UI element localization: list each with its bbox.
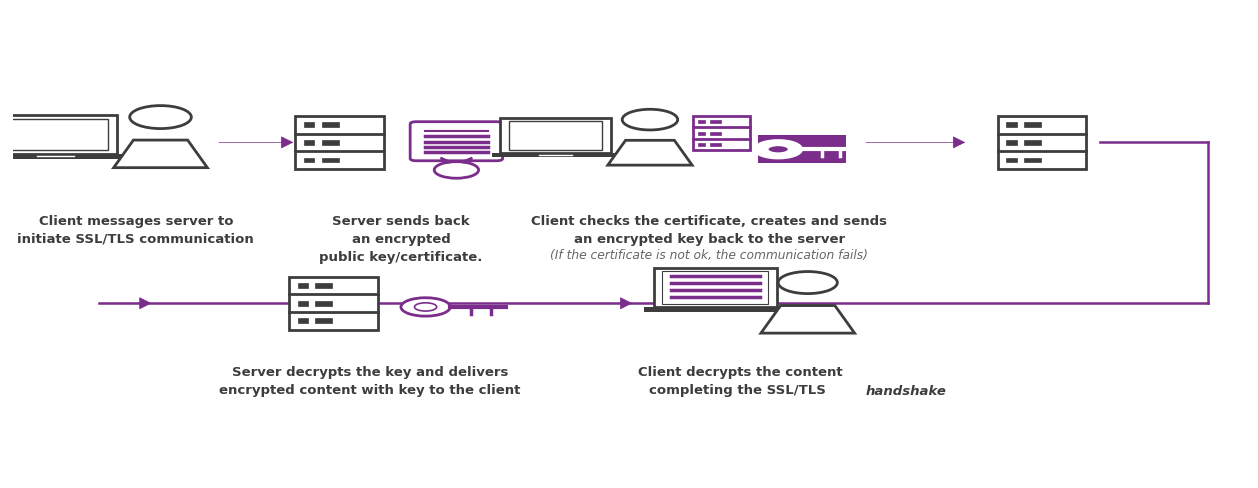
FancyBboxPatch shape — [316, 284, 332, 288]
FancyBboxPatch shape — [1024, 141, 1042, 145]
Circle shape — [755, 141, 801, 159]
Circle shape — [414, 303, 437, 311]
Circle shape — [767, 146, 789, 154]
Text: handshake: handshake — [866, 384, 946, 397]
FancyBboxPatch shape — [294, 117, 384, 169]
FancyBboxPatch shape — [322, 158, 338, 163]
FancyBboxPatch shape — [303, 123, 314, 128]
Text: (If the certificate is not ok, the communication fails): (If the certificate is not ok, the commu… — [550, 248, 868, 262]
Circle shape — [401, 298, 450, 317]
FancyBboxPatch shape — [698, 121, 706, 124]
FancyBboxPatch shape — [1024, 158, 1042, 163]
FancyBboxPatch shape — [322, 141, 338, 145]
FancyBboxPatch shape — [644, 307, 786, 312]
Polygon shape — [761, 306, 854, 333]
Text: Client checks the certificate, creates and sends
an encrypted key back to the se: Client checks the certificate, creates a… — [531, 214, 887, 245]
Circle shape — [434, 163, 478, 179]
FancyBboxPatch shape — [654, 268, 777, 307]
FancyBboxPatch shape — [1006, 158, 1018, 163]
FancyBboxPatch shape — [303, 158, 314, 163]
FancyBboxPatch shape — [492, 154, 619, 158]
Text: Server sends back
an encrypted
public key/certificate.: Server sends back an encrypted public ke… — [320, 214, 483, 263]
Text: Server decrypts the key and delivers
encrypted content with key to the client: Server decrypts the key and delivers enc… — [219, 366, 521, 396]
FancyBboxPatch shape — [298, 319, 308, 324]
Text: Client decrypts the content
completing the SSL/TLS: Client decrypts the content completing t… — [638, 366, 843, 396]
FancyBboxPatch shape — [0, 116, 117, 155]
FancyBboxPatch shape — [710, 121, 721, 124]
Circle shape — [623, 110, 678, 131]
FancyBboxPatch shape — [662, 272, 769, 305]
FancyBboxPatch shape — [1024, 123, 1042, 128]
FancyBboxPatch shape — [0, 155, 127, 160]
FancyBboxPatch shape — [298, 284, 308, 288]
FancyBboxPatch shape — [757, 136, 845, 164]
FancyBboxPatch shape — [303, 141, 314, 145]
FancyBboxPatch shape — [289, 277, 377, 330]
Circle shape — [130, 106, 191, 129]
Polygon shape — [113, 141, 208, 168]
FancyBboxPatch shape — [410, 122, 503, 162]
FancyBboxPatch shape — [298, 301, 308, 306]
FancyBboxPatch shape — [710, 144, 721, 147]
FancyBboxPatch shape — [698, 132, 706, 136]
Text: Client messages server to
initiate SSL/TLS communication: Client messages server to initiate SSL/T… — [18, 214, 254, 245]
FancyBboxPatch shape — [693, 117, 750, 151]
FancyBboxPatch shape — [509, 122, 603, 150]
FancyBboxPatch shape — [322, 123, 338, 128]
FancyBboxPatch shape — [4, 120, 107, 151]
FancyBboxPatch shape — [1006, 141, 1018, 145]
FancyBboxPatch shape — [316, 319, 332, 324]
FancyBboxPatch shape — [1006, 123, 1018, 128]
FancyBboxPatch shape — [316, 301, 332, 306]
FancyBboxPatch shape — [998, 117, 1087, 169]
FancyBboxPatch shape — [501, 119, 611, 154]
Polygon shape — [608, 141, 692, 166]
FancyBboxPatch shape — [698, 144, 706, 147]
FancyBboxPatch shape — [710, 132, 721, 136]
Circle shape — [779, 272, 838, 294]
